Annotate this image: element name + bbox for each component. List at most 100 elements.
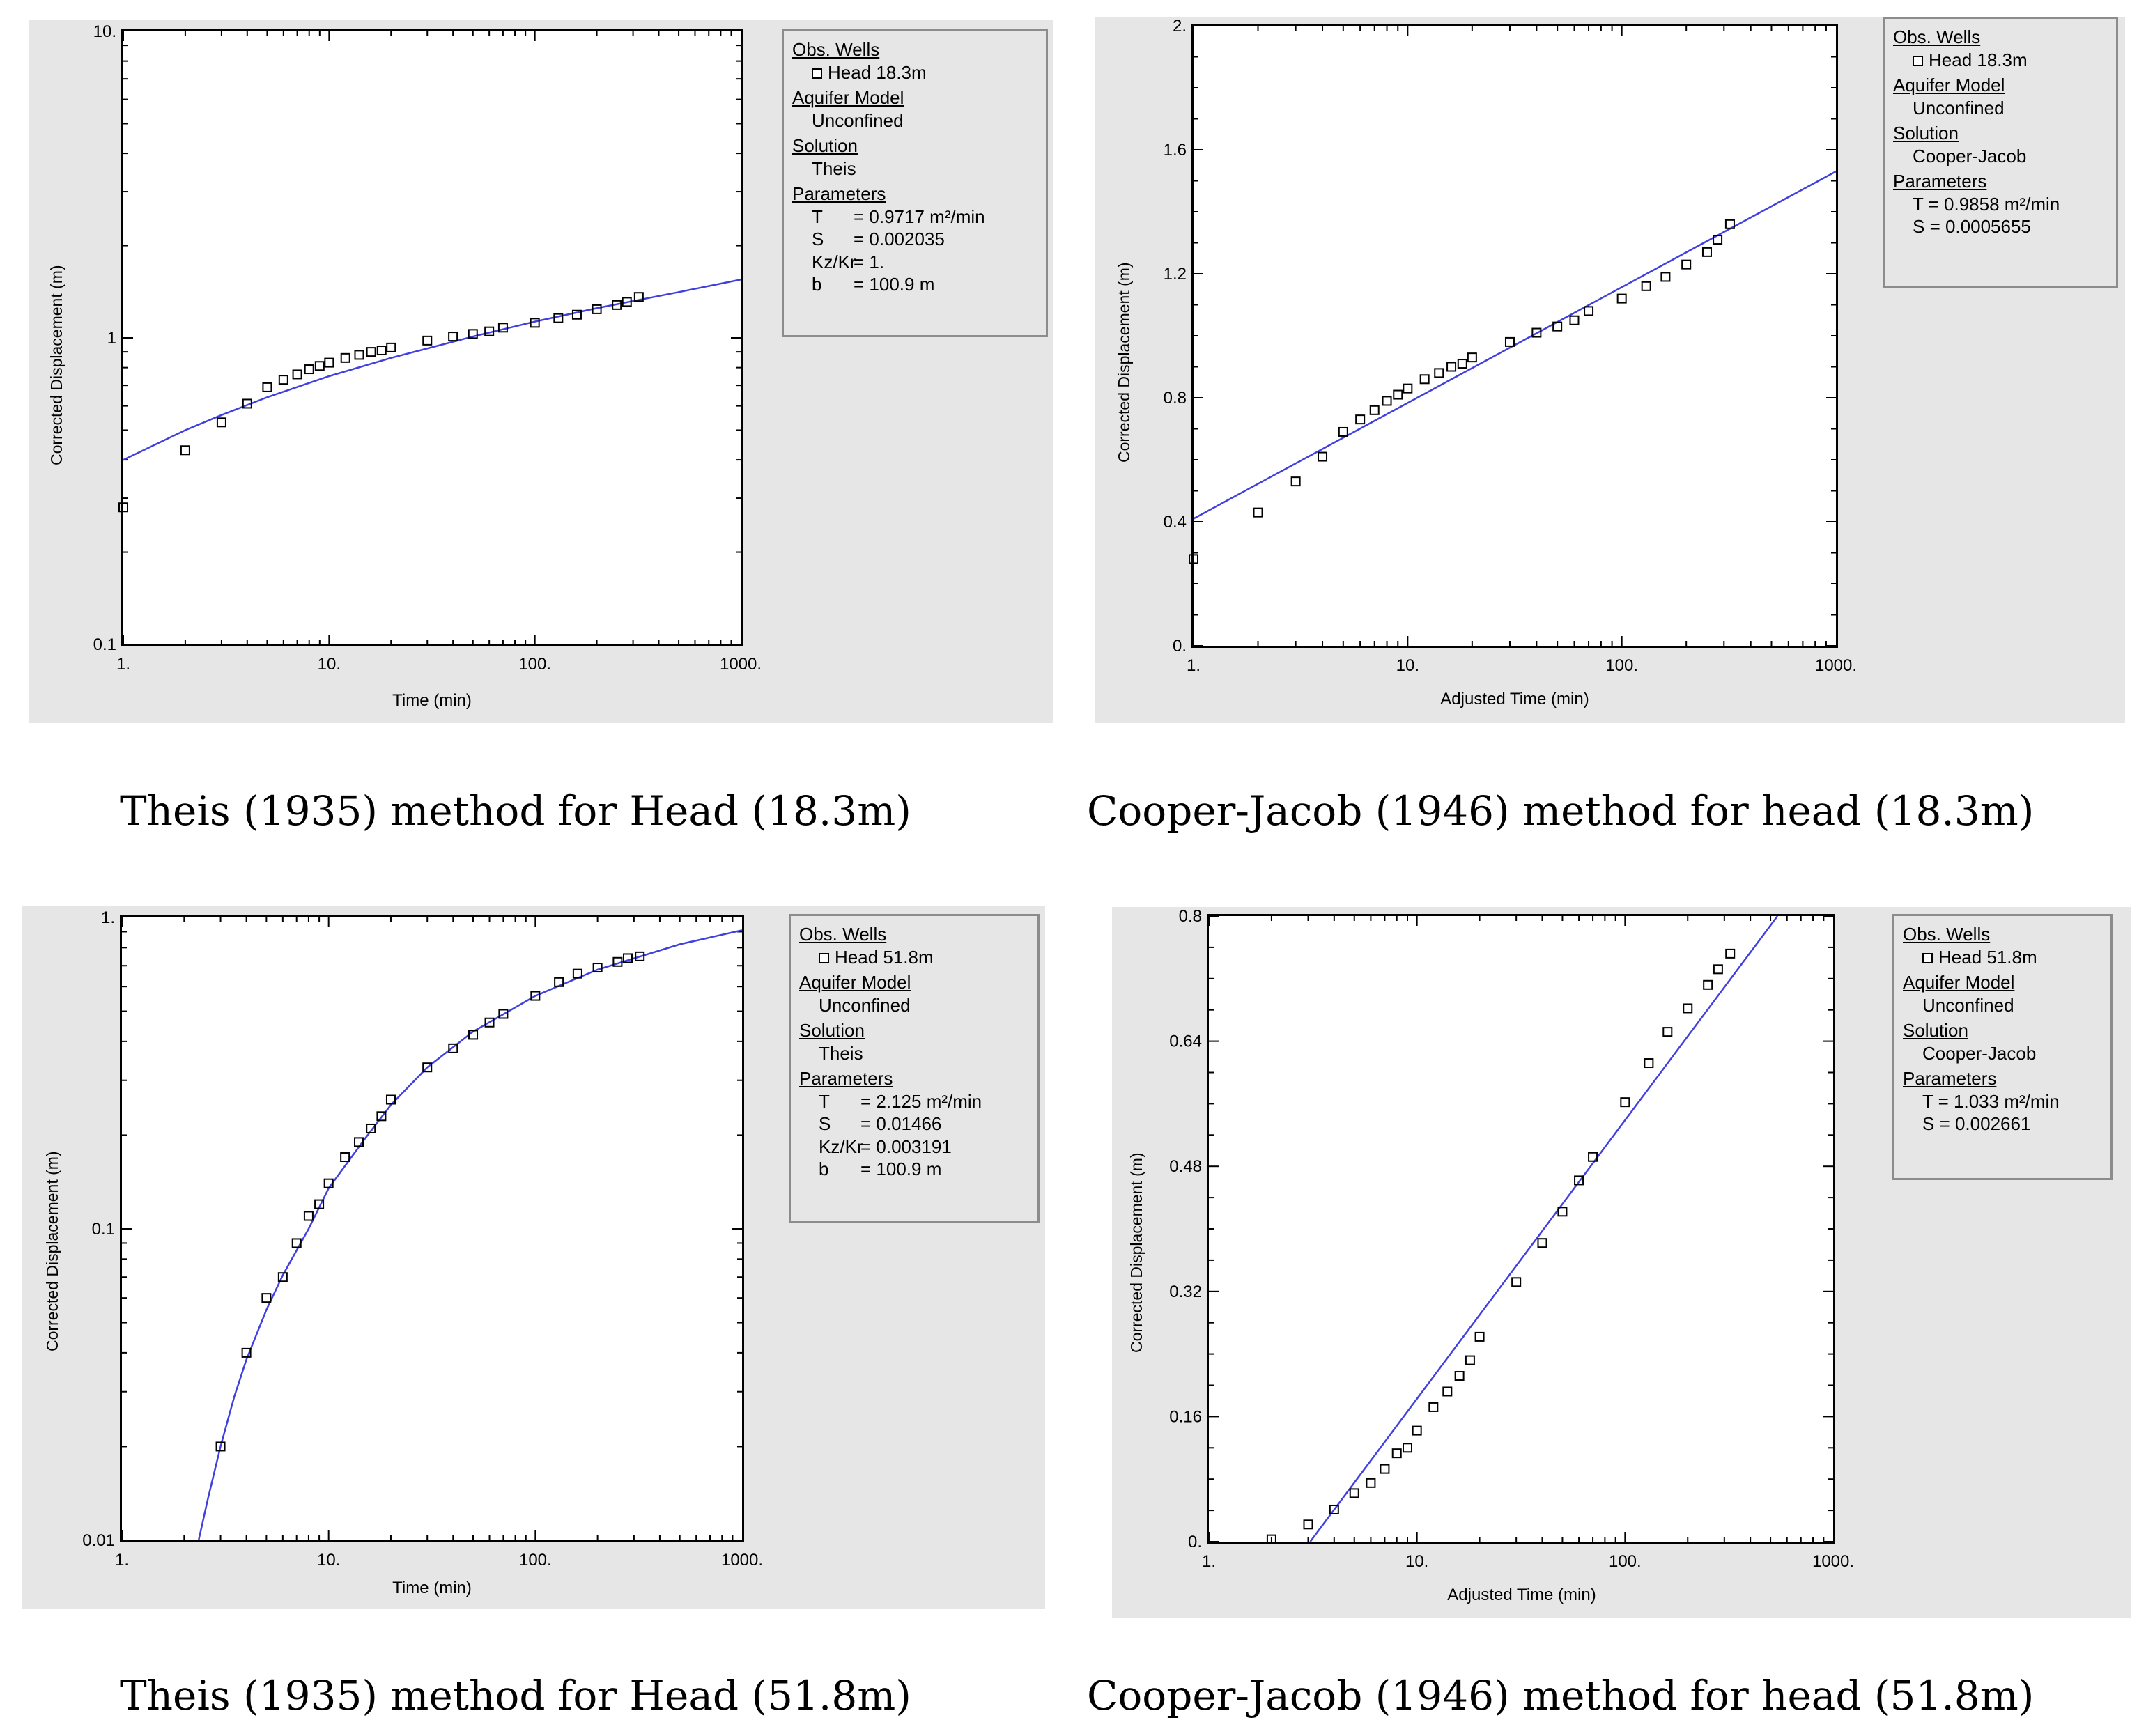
param-value: = 100.9 m — [854, 274, 935, 295]
data-point — [1349, 1488, 1359, 1498]
data-point — [1531, 327, 1542, 338]
chart-4-plot: 1. 10. 100. 1000. 0. 0.16 0.32 0.48 0.64 0.8 — [1169, 907, 1854, 1571]
legend-4-model: Unconfined — [1922, 994, 2014, 1016]
data-point — [1537, 1238, 1547, 1248]
data-point — [180, 445, 190, 456]
chart-4-xlabel: Adjusted Time (min) — [1447, 1586, 1596, 1604]
data-point — [592, 963, 603, 973]
y-tick-label: 1 — [107, 329, 116, 348]
param-name: T — [819, 1090, 830, 1112]
fit-curve — [1309, 916, 1779, 1542]
param-name: S — [812, 228, 824, 249]
param-value: = 0.002035 — [854, 228, 945, 249]
data-point — [1442, 1386, 1453, 1397]
legend-2: Obs. Wells Head 18.3m Aquifer Model Unco… — [1883, 17, 2118, 288]
data-point — [1584, 306, 1594, 316]
data-point — [612, 956, 623, 967]
data-point — [1569, 315, 1580, 325]
data-point — [484, 326, 495, 336]
y-tick-label: 0.1 — [93, 635, 116, 654]
y-tick-label: 0.16 — [1169, 1407, 1202, 1426]
legend-1-well-label: Head 18.3m — [828, 61, 927, 83]
data-point — [1266, 1534, 1276, 1544]
y-tick-label: 0.4 — [1164, 513, 1187, 532]
chart-3-xlabel: Time (min) — [392, 1579, 472, 1597]
legend-1-obs-heading: Obs. Wells — [792, 39, 880, 60]
x-tick-label: 10. — [317, 1551, 340, 1570]
chart-3-plot: 1. 10. 100. 1000. 0.01 0.1 1. — [82, 908, 763, 1570]
data-point — [553, 313, 564, 323]
param-name: T — [812, 206, 823, 227]
x-tick-label: 1000. — [721, 1551, 763, 1570]
data-point — [1446, 362, 1457, 372]
legend-2-params-heading: Parameters — [1893, 171, 1987, 192]
data-point — [261, 1293, 272, 1303]
param-value: = 2.125 m²/min — [860, 1090, 982, 1112]
data-point — [278, 375, 288, 385]
x-tick-label: 1. — [116, 655, 130, 674]
data-point — [1465, 1355, 1475, 1365]
data-point — [622, 297, 632, 307]
data-point — [468, 1030, 479, 1040]
data-point — [354, 350, 364, 360]
square-marker-icon — [1913, 56, 1923, 67]
chart-panel-1: Corrected Displacement (m) 1. 10. 100. 1000… — [29, 20, 1053, 723]
legend-4: Obs. Wells Head 51.8m Aquifer Model Unco… — [1892, 914, 2113, 1180]
data-point — [1511, 1277, 1522, 1287]
square-marker-icon — [812, 68, 822, 79]
legend-3-param: S = 0.01466 — [799, 1113, 1029, 1136]
legend-2-solution-heading: Solution — [1893, 123, 1959, 144]
param-name: S — [819, 1113, 831, 1134]
data-point — [340, 1152, 350, 1162]
legend-2-solution: Cooper-Jacob — [1913, 145, 2027, 166]
data-point — [1393, 389, 1403, 400]
chart-3-ylabel: Corrected Displacement (m) — [43, 1151, 61, 1351]
caption-1: Theis (1935) method for Head (18.3m) — [120, 787, 911, 835]
caption-2: Cooper-Jacob (1946) method for head (18.… — [1087, 787, 2035, 835]
data-point — [1588, 1152, 1598, 1162]
data-point — [314, 1199, 325, 1209]
data-point — [314, 361, 325, 371]
x-tick-label: 1000. — [1812, 1552, 1854, 1571]
data-point — [1189, 554, 1198, 564]
chart-1-ylabel: Corrected Displacement (m) — [47, 265, 65, 465]
legend-3-solution: Theis — [819, 1042, 863, 1064]
chart-1-svg: 1. 10. 100. 1000. 0.1 1 10. — [93, 22, 762, 674]
y-tick-label: 2. — [1173, 17, 1187, 36]
legend-1-model: Unconfined — [812, 109, 904, 131]
legend-4-param: S = 0.002661 — [1922, 1113, 2031, 1134]
y-tick-label: 0. — [1188, 1533, 1202, 1551]
y-tick-label: 1. — [101, 908, 115, 927]
data-point — [386, 342, 396, 352]
data-point — [1725, 948, 1736, 959]
data-point — [1504, 336, 1515, 347]
square-marker-icon — [819, 953, 829, 964]
square-marker-icon — [1922, 953, 1933, 964]
y-tick-label: 0.01 — [82, 1531, 115, 1550]
legend-1-solution: Theis — [812, 157, 856, 179]
y-tick-label: 0.64 — [1169, 1032, 1202, 1051]
param-value: = 0.01466 — [860, 1113, 942, 1134]
y-tick-label: 1.6 — [1164, 141, 1187, 160]
data-point — [1701, 247, 1712, 257]
param-name: Kz/Kr — [819, 1136, 863, 1157]
chart-panel-2: Corrected Displacement (m) 1. 10. 100. 1000… — [1095, 17, 2125, 723]
legend-4-obs-heading: Obs. Wells — [1903, 924, 1991, 945]
legend-2-param: S = 0.0005655 — [1913, 216, 2031, 237]
data-point — [1391, 1448, 1402, 1459]
legend-4-solution: Cooper-Jacob — [1922, 1042, 2037, 1064]
data-point — [241, 1347, 252, 1358]
data-point — [633, 292, 644, 302]
legend-1-params-heading: Parameters — [792, 183, 886, 204]
data-point — [1467, 352, 1477, 363]
fit-curve — [123, 279, 741, 461]
legend-3-obs-heading: Obs. Wells — [799, 924, 887, 945]
data-point — [1329, 1504, 1339, 1514]
legend-3-param: Kz/Kr = 0.003191 — [799, 1136, 1029, 1158]
data-point — [554, 977, 564, 987]
x-tick-label: 1000. — [720, 655, 762, 674]
data-point — [1703, 979, 1713, 990]
data-point — [1366, 1478, 1376, 1488]
data-point — [1644, 1058, 1654, 1069]
legend-3: Obs. Wells Head 51.8m Aquifer Model Unco… — [789, 914, 1040, 1223]
